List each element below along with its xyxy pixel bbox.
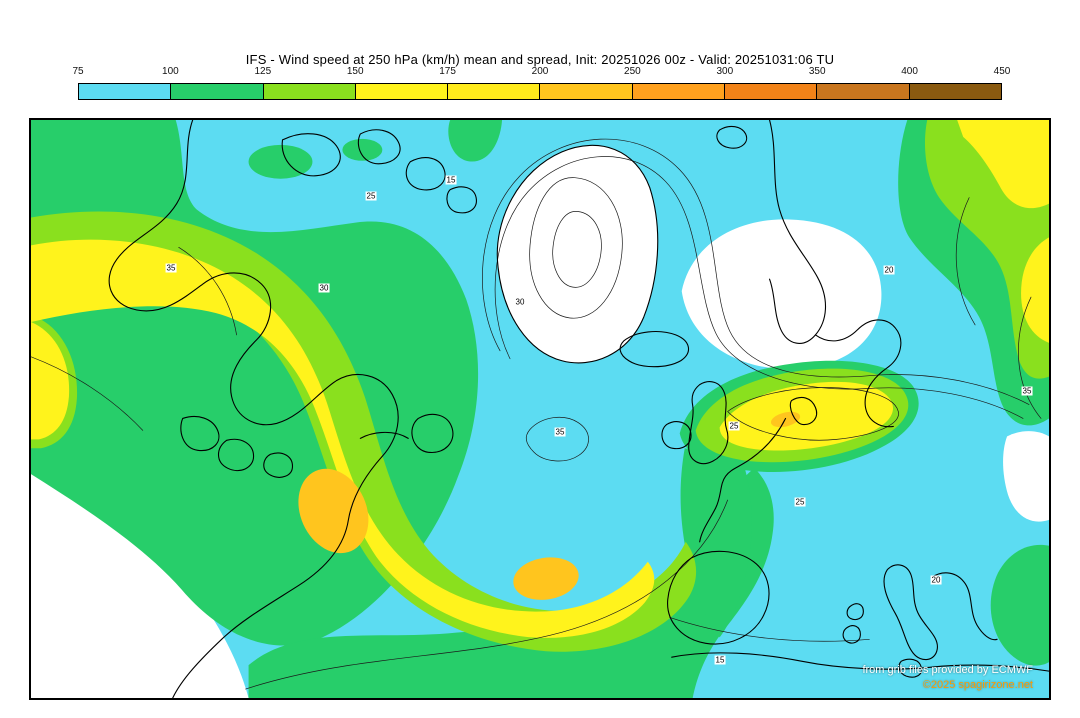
coastline-layer (108, 120, 1049, 698)
colorbar-segment (909, 84, 1001, 99)
colorbar-tick-label: 450 (993, 66, 1011, 77)
wind-fill-layer (31, 120, 1049, 698)
great-lake-3 (263, 452, 294, 478)
chart-title: IFS - Wind speed at 250 hPa (km/h) mean … (245, 52, 835, 67)
colorbar-tick-label: 300 (716, 66, 734, 77)
north-africa-coastline (671, 652, 1049, 672)
fill-below75-greenland (497, 145, 658, 363)
fill-amber-max-2 (513, 557, 579, 600)
west-europe-coastline (699, 417, 787, 543)
spread-contour-layer (31, 138, 1042, 690)
sardinia-coastline (842, 625, 861, 644)
fill-green-biscay-arm (680, 448, 752, 638)
colorbar-tick-label: 400 (901, 66, 918, 77)
colorbar-segment (725, 84, 818, 99)
wind-speed-map (31, 120, 1049, 698)
fill-yellow-left-finger (31, 321, 70, 440)
svalbard-coastline (716, 125, 748, 149)
fill-below75-east-edge (1003, 431, 1049, 522)
arctic-island-2 (357, 129, 401, 165)
colorbar-segment (79, 84, 172, 99)
baltic-coastline (814, 319, 902, 428)
colorbar-segment (171, 84, 264, 99)
colorbar-segment (263, 84, 356, 99)
colorbar-tick-label: 350 (808, 66, 826, 77)
sicily-coastline (898, 658, 923, 678)
fill-green-top-finger (448, 120, 503, 162)
fill-below75-southwest (31, 463, 249, 698)
great-lake-1 (180, 415, 220, 452)
iceland-coastline (619, 330, 689, 368)
fill-amber-max-1 (298, 468, 369, 554)
colorbar-tick-label: 75 (72, 66, 84, 77)
colorbar-tick-label: 100 (162, 66, 179, 77)
colorbar-segment (817, 84, 910, 99)
norway-coastline (769, 120, 827, 344)
fill-green-bottom-band (248, 468, 774, 698)
colorbar-tick-label: 150 (346, 66, 364, 77)
fill-green-island-2 (342, 138, 383, 161)
balkans-coastline (930, 572, 998, 641)
arctic-island-4 (446, 186, 477, 214)
italy-coastline (883, 564, 938, 661)
colorbar-tick-label: 250 (624, 66, 641, 77)
credit-line: from grib files provided by ECMWF (862, 664, 1033, 676)
st-lawrence-coastline (359, 431, 409, 439)
denmark-coastline (789, 396, 818, 425)
colorbar-segment (540, 84, 633, 99)
arctic-island-3 (405, 157, 446, 191)
fill-yellow-east-edge (1021, 237, 1049, 343)
great-lake-2 (217, 438, 255, 472)
colorbar-tick-label: 125 (254, 66, 272, 77)
fill-yellow-uk-streak (719, 381, 894, 451)
colorbar-segment (448, 84, 541, 99)
fill-yellow-jet-band (31, 239, 655, 638)
iberia-coastline (667, 550, 770, 645)
map-canvas: 35 30 25 15 30 35 25 25 20 35 15 20 from grib files… (29, 118, 1051, 700)
britain-coastline (688, 381, 729, 465)
colorbar-segment (632, 84, 726, 99)
copyright-line: ©2025 spagirizone.net (922, 679, 1033, 691)
corsica-coastline (846, 603, 864, 621)
fill-below75-norwegian-sea (681, 219, 882, 370)
colorbar-tick-label: 200 (531, 66, 549, 77)
colorbar-ticks: 75 100 125 150 175 200 250 300 350 400 450 (72, 66, 1010, 79)
north-america-coastline (108, 120, 399, 698)
arctic-island-1 (281, 133, 341, 177)
colorbar-segment (355, 84, 449, 99)
colorbar-tick-label: 175 (439, 66, 456, 77)
colorbar-gradient (78, 83, 1002, 100)
fill-yellow-northeast-corner (957, 120, 1049, 209)
greenland-coastline (496, 144, 659, 364)
fill-ltgreen-jet-band (31, 211, 697, 652)
ireland-coastline (661, 421, 692, 450)
newfoundland-coastline (411, 413, 454, 453)
fill-green-east-lower (990, 544, 1049, 666)
